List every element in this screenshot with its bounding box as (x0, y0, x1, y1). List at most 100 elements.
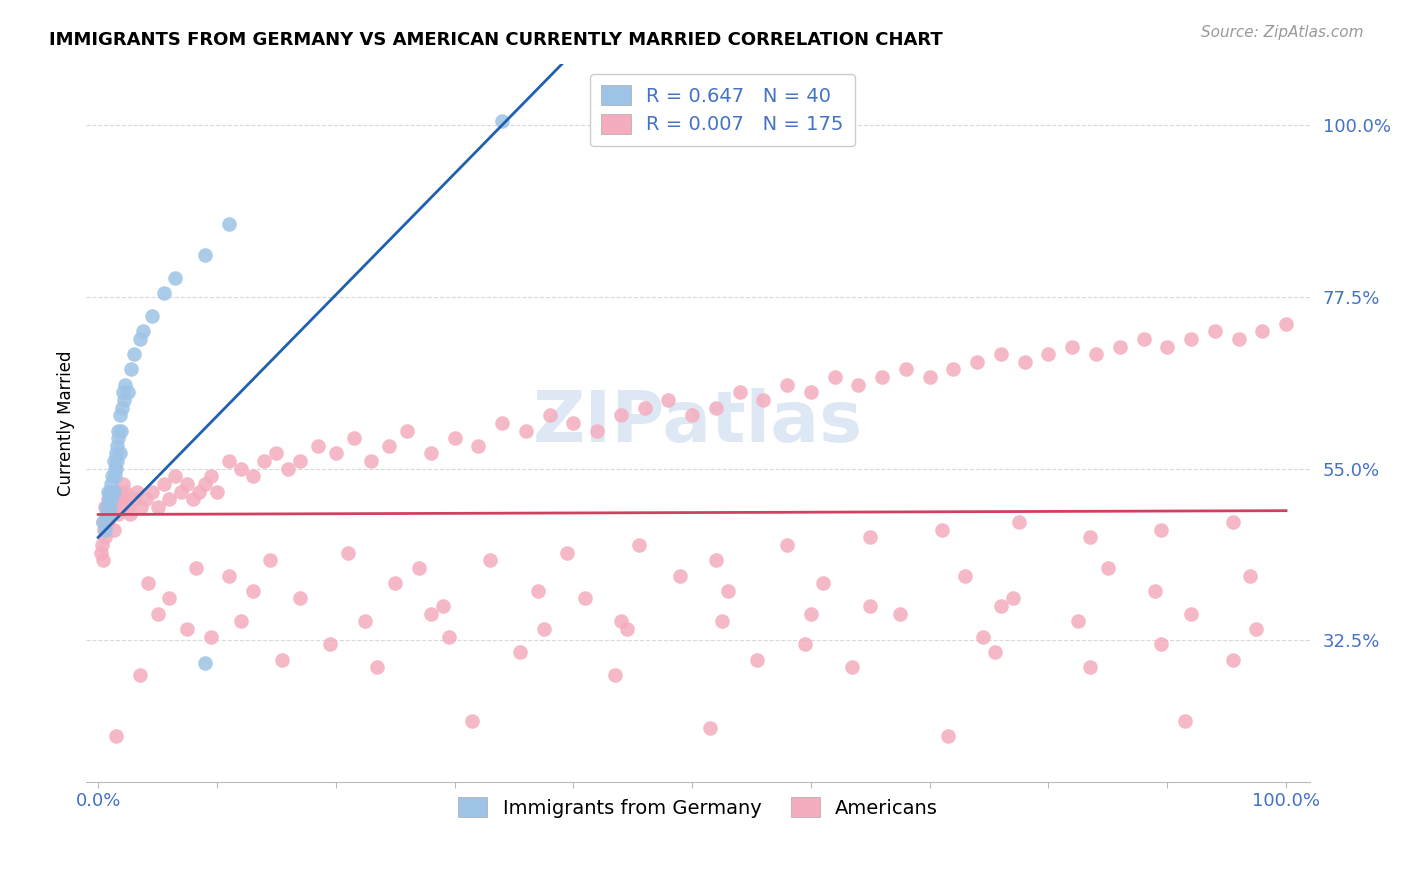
Point (408, 561, 430, 575)
Point (100, 492, 122, 507)
Point (90, 538, 112, 552)
Point (188, 484, 211, 499)
Point (229, 615, 252, 629)
Point (794, 637, 817, 651)
Point (110, 484, 132, 499)
Point (1144, 583, 1167, 598)
Point (669, 568, 692, 582)
Point (1062, 339, 1084, 353)
Point (170, 484, 193, 499)
Point (104, 461, 127, 475)
Point (984, 645, 1007, 659)
Point (98, 484, 121, 499)
Point (288, 454, 311, 468)
Point (366, 660, 388, 674)
Point (1085, 347, 1108, 361)
Point (1275, 317, 1298, 331)
Point (467, 439, 489, 453)
Point (889, 607, 911, 621)
Point (108, 446, 131, 460)
Point (586, 424, 609, 438)
Point (97, 515, 120, 529)
Point (218, 454, 240, 468)
Point (253, 454, 276, 468)
Point (419, 607, 441, 621)
Point (848, 377, 870, 392)
Point (657, 392, 679, 407)
Point (96, 508, 118, 522)
Point (717, 583, 740, 598)
Point (432, 599, 454, 613)
Y-axis label: Currently Married: Currently Married (58, 351, 75, 496)
Point (112, 385, 135, 400)
Point (1222, 652, 1244, 666)
Point (146, 500, 169, 514)
Text: ZIPatlas: ZIPatlas (533, 388, 863, 458)
Point (681, 409, 703, 423)
Point (120, 508, 142, 522)
Point (955, 568, 977, 582)
Point (127, 484, 149, 499)
Point (990, 599, 1012, 613)
Point (752, 392, 775, 407)
Point (747, 652, 769, 666)
Point (437, 630, 460, 644)
Point (135, 492, 157, 507)
Point (1014, 355, 1036, 369)
Point (110, 424, 132, 438)
Point (515, 424, 537, 438)
Point (491, 114, 513, 128)
Point (354, 615, 377, 629)
Point (972, 630, 994, 644)
Point (704, 553, 727, 567)
Point (841, 660, 863, 674)
Point (229, 461, 252, 475)
Point (104, 446, 127, 460)
Point (931, 523, 953, 537)
Point (98, 500, 121, 514)
Point (114, 377, 136, 392)
Point (1078, 530, 1101, 544)
Point (562, 416, 585, 430)
Point (194, 657, 217, 671)
Point (307, 439, 329, 453)
Point (91, 515, 114, 529)
Point (122, 492, 145, 507)
Point (114, 484, 136, 499)
Point (936, 729, 959, 743)
Point (176, 622, 198, 636)
Point (288, 591, 311, 606)
Point (103, 523, 125, 537)
Point (1239, 568, 1261, 582)
Point (479, 553, 502, 567)
Point (966, 355, 988, 369)
Point (105, 454, 128, 468)
Point (800, 385, 823, 400)
Point (776, 538, 799, 552)
Text: IMMIGRANTS FROM GERMANY VS AMERICAN CURRENTLY MARRIED CORRELATION CHART: IMMIGRANTS FROM GERMANY VS AMERICAN CURR… (49, 31, 943, 49)
Point (699, 721, 721, 735)
Point (1174, 714, 1197, 728)
Point (111, 401, 134, 415)
Point (136, 576, 159, 591)
Point (112, 492, 135, 507)
Point (526, 583, 548, 598)
Point (165, 270, 187, 285)
Point (1008, 515, 1031, 529)
Point (824, 370, 846, 384)
Point (1150, 637, 1173, 651)
Point (97, 500, 120, 514)
Point (112, 392, 135, 407)
Point (1078, 660, 1101, 674)
Point (107, 508, 129, 522)
Point (491, 416, 513, 430)
Point (800, 607, 823, 621)
Point (342, 431, 364, 445)
Point (1132, 332, 1154, 346)
Point (93, 523, 115, 537)
Point (894, 362, 917, 376)
Point (603, 668, 626, 682)
Point (129, 500, 152, 514)
Point (181, 492, 204, 507)
Point (610, 615, 633, 629)
